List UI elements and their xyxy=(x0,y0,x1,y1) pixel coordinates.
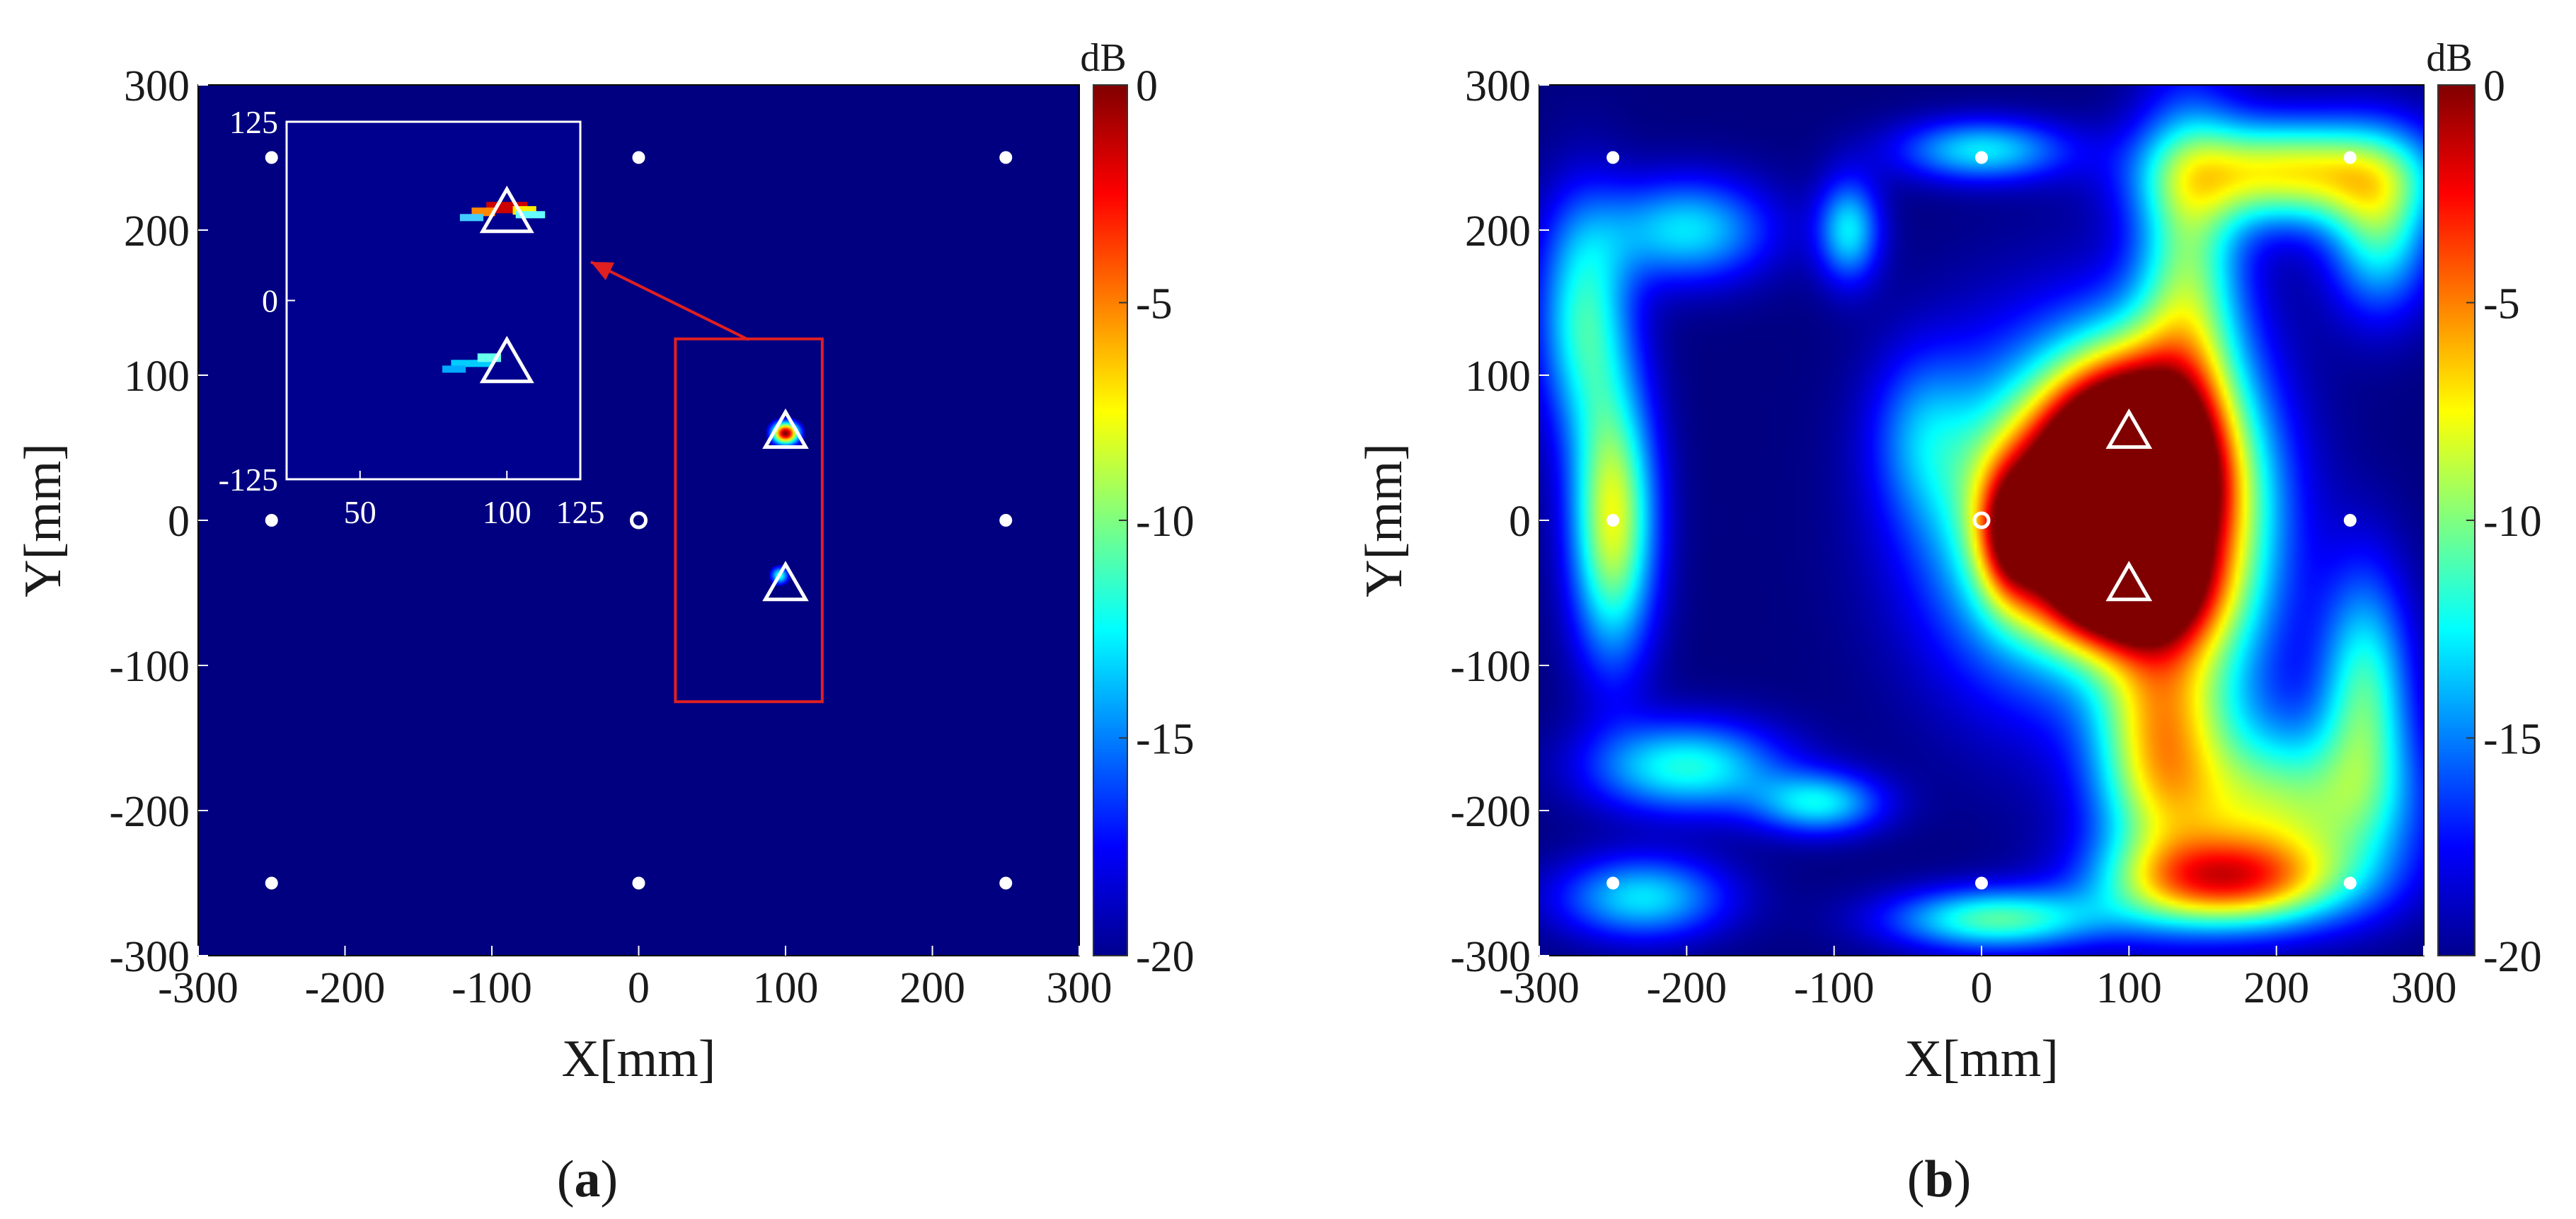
inset-y-tick-label: 0 xyxy=(262,283,278,319)
y-tick-label: -300 xyxy=(1450,933,1531,981)
sensor-point xyxy=(1606,151,1620,164)
inset-hot-spot xyxy=(442,365,466,373)
x-axis-title: X[mm] xyxy=(1904,1030,2059,1088)
y-tick-label: 200 xyxy=(124,207,190,256)
y-axis-title: Y[mm] xyxy=(14,443,72,597)
panel-label-letter: a xyxy=(575,1150,601,1208)
inset-y-tick-label: 125 xyxy=(229,104,278,140)
sensor-point xyxy=(1975,876,1988,890)
colorbar-tick-label: -5 xyxy=(1136,280,1173,328)
x-tick-label: -200 xyxy=(305,964,386,1012)
sensor-point xyxy=(1606,514,1620,527)
colorbar-tick-label: -10 xyxy=(1136,498,1195,546)
zoom-arrow-line xyxy=(590,261,749,341)
sensor-point xyxy=(265,151,278,164)
reference-point xyxy=(630,511,648,530)
y-tick-label: -200 xyxy=(1450,788,1531,836)
panel-label: (b) xyxy=(1907,1150,1971,1208)
inset-x-tick-label: 125 xyxy=(556,494,605,530)
target-triangle xyxy=(762,561,809,602)
y-tick-label: -200 xyxy=(109,788,190,836)
panel-a: -300 -200 -100 0 100 200 3003002001000-100-200… xyxy=(14,36,1195,1208)
colorbar-tick-label: -15 xyxy=(2483,716,2542,764)
sensor-point xyxy=(999,514,1013,527)
inset-target-triangle xyxy=(479,185,534,234)
x-tick-label: -100 xyxy=(452,964,532,1012)
heatmap-image xyxy=(1539,85,2424,956)
y-tick-label: 0 xyxy=(1509,498,1531,546)
panel-label-open: ( xyxy=(557,1150,575,1208)
target-triangle xyxy=(2105,561,2153,602)
sensor-point xyxy=(2343,151,2357,164)
x-tick-label: 300 xyxy=(2391,964,2457,1012)
y-tick-label: 0 xyxy=(168,498,190,546)
inset-hot-spot xyxy=(451,360,493,367)
y-tick-label: -100 xyxy=(1450,643,1531,691)
x-axis-title: X[mm] xyxy=(562,1030,716,1088)
sensor-point xyxy=(1975,151,1988,164)
inset-hot-spot xyxy=(515,211,546,219)
x-tick-label: 100 xyxy=(753,964,819,1012)
inset-hot-spot xyxy=(459,214,484,222)
colorbar-tick-label: -10 xyxy=(2483,498,2542,546)
panel-label-close: ) xyxy=(1954,1150,1972,1208)
x-tick-label: 0 xyxy=(628,964,650,1012)
y-tick-label: -100 xyxy=(109,643,190,691)
panel-label-letter: b xyxy=(1924,1150,1953,1208)
colorbar-tick-label: 0 xyxy=(2483,62,2505,110)
x-tick-label: 200 xyxy=(899,964,965,1012)
y-tick-label: 100 xyxy=(1465,353,1531,401)
y-tick-label: 300 xyxy=(124,62,190,110)
x-tick-label: 200 xyxy=(2243,964,2309,1012)
y-tick-label: 100 xyxy=(124,353,190,401)
inset-x-tick-label: 100 xyxy=(483,494,531,530)
panel-label-open: ( xyxy=(1907,1150,1925,1208)
sensor-point xyxy=(632,151,645,164)
colorbar-title: dB xyxy=(1080,36,1126,80)
sensor-point xyxy=(632,876,645,890)
x-tick-label: -200 xyxy=(1647,964,1727,1012)
y-tick-label: 300 xyxy=(1465,62,1531,110)
target-triangle xyxy=(2105,408,2153,449)
x-tick-label: -300 xyxy=(1499,964,1580,1012)
colorbar-tick-label: 0 xyxy=(1136,62,1158,110)
y-tick-label: -300 xyxy=(109,933,190,981)
y-axis-title: Y[mm] xyxy=(1355,443,1413,597)
panel-label-close: ) xyxy=(601,1150,619,1208)
reference-point xyxy=(1972,511,1991,530)
sensor-point xyxy=(999,876,1013,890)
zoom-arrow-head xyxy=(591,262,615,280)
inset-target-triangle xyxy=(479,336,534,384)
x-tick-label: 100 xyxy=(2096,964,2162,1012)
x-tick-label: 0 xyxy=(1971,964,1993,1012)
panel-b: -300 -200 -100 0 100 200 3003002001000-100-200… xyxy=(1355,36,2542,1208)
sensor-point xyxy=(265,514,278,527)
sensor-point xyxy=(2343,876,2357,890)
colorbar-tick-label: -20 xyxy=(1136,933,1195,981)
y-tick-label: 200 xyxy=(1465,207,1531,256)
colorbar-title: dB xyxy=(2426,36,2472,80)
inset-frame xyxy=(285,120,582,481)
colorbar-tick-label: -15 xyxy=(1136,716,1195,764)
sensor-point xyxy=(265,876,278,890)
inset-y-tick-label: -125 xyxy=(219,462,278,498)
x-tick-label: 300 xyxy=(1047,964,1112,1012)
x-tick-label: -300 xyxy=(158,964,238,1012)
sensor-point xyxy=(2343,514,2357,527)
colorbar-tick-label: -5 xyxy=(2483,280,2520,328)
colorbar-tick-label: -20 xyxy=(2483,933,2542,981)
x-tick-label: -100 xyxy=(1794,964,1875,1012)
inset-x-tick-label: 50 xyxy=(344,494,376,530)
panel-label: (a) xyxy=(557,1150,618,1208)
sensor-point xyxy=(999,151,1013,164)
target-triangle xyxy=(762,408,809,449)
sensor-point xyxy=(1606,876,1620,890)
